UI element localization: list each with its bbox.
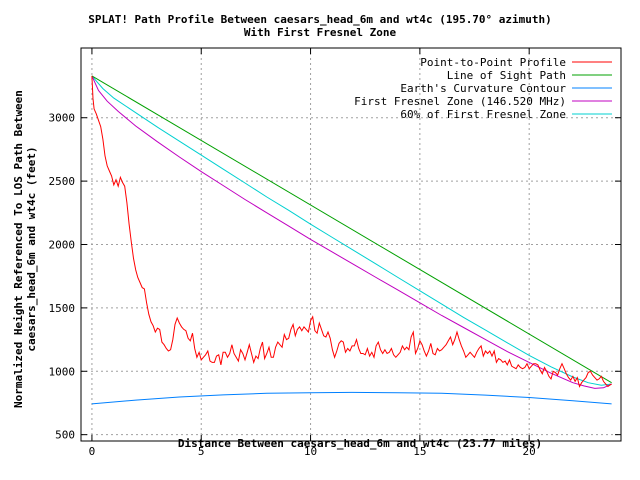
x-axis-label: Distance Between caesars_head_6m and wt4… — [177, 437, 543, 450]
legend-label: First Fresnel Zone (146.520 MHz) — [354, 95, 566, 108]
x-tick-label: 0 — [89, 445, 96, 458]
series-line-1 — [91, 75, 612, 384]
y-tick-label: 3000 — [49, 112, 76, 125]
x-tick-label: 15 — [413, 445, 426, 458]
legend-label: Line of Sight Path — [447, 69, 566, 82]
series-line-0 — [91, 75, 612, 388]
y-axis-label-line1: Normalized Height Referenced To LOS Path… — [12, 90, 25, 408]
x-tick-label: 20 — [523, 445, 536, 458]
x-tick-label: 5 — [198, 445, 205, 458]
x-tick-label: 10 — [304, 445, 317, 458]
series-line-2 — [91, 391, 612, 405]
y-tick-label: 500 — [55, 429, 75, 442]
legend-label: Point-to-Point Profile — [420, 56, 566, 69]
series-line-3 — [91, 75, 612, 389]
chart-subtitle: With First Fresnel Zone — [243, 26, 397, 39]
y-axis-label: Normalized Height Referenced To LOS Path… — [12, 59, 38, 439]
chart-title: SPLAT! Path Profile Between caesars_head… — [88, 13, 552, 26]
legend-label: 60% of First Fresnel Zone — [400, 108, 566, 121]
y-tick-label: 2500 — [49, 175, 76, 188]
legend-label: Earth's Curvature Contour — [400, 82, 566, 95]
y-tick-label: 1500 — [49, 302, 76, 315]
series-line-4 — [91, 75, 612, 386]
y-axis-label-line2: caesars_head_6m and wt4c (feet) — [25, 146, 38, 352]
y-tick-label: 2000 — [49, 239, 76, 252]
y-tick-label: 1000 — [49, 365, 76, 378]
